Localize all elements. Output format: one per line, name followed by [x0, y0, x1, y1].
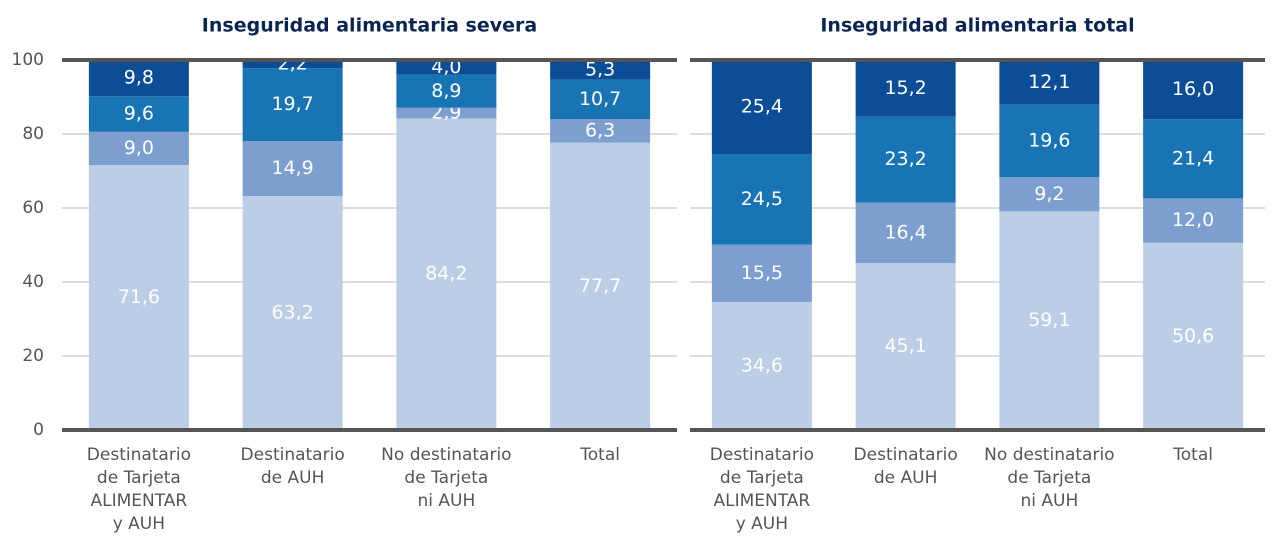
bar-segment [999, 104, 1100, 178]
bar-segment [1143, 198, 1244, 243]
bar-segment [88, 60, 189, 97]
x-tick-label: ni AUH [417, 491, 475, 511]
bar-segment [242, 196, 343, 430]
value-label: 19,7 [271, 93, 313, 115]
value-label: 9,6 [124, 103, 154, 125]
chart-title: Inseguridad alimentaria severa [202, 15, 537, 37]
y-tick-label: 40 [22, 272, 44, 292]
bar-segment [242, 141, 343, 197]
x-tick-label: Destinatario [87, 445, 191, 465]
bar-segment [88, 96, 189, 132]
value-label: 45,1 [884, 335, 926, 357]
y-tick-label: 0 [33, 420, 44, 440]
value-label: 63,2 [271, 302, 313, 324]
bar-segment [1143, 60, 1244, 120]
bar-segment [711, 244, 812, 302]
x-tick-label: No destinatario [984, 445, 1114, 465]
value-label: 14,9 [271, 157, 313, 179]
bar-segment [550, 79, 651, 120]
value-label: 10,7 [579, 88, 621, 110]
value-label: 8,9 [431, 80, 461, 102]
bar-segment [88, 131, 189, 166]
value-label: 15,5 [741, 262, 783, 284]
bar-segment [242, 60, 343, 69]
value-label: 12,0 [1172, 209, 1214, 231]
x-tick-label: No destinatario [381, 445, 511, 465]
value-label: 16,4 [884, 221, 926, 243]
value-label: 34,6 [741, 354, 783, 376]
value-label: 25,4 [741, 95, 783, 117]
bar-segment [1143, 242, 1244, 430]
value-label: 2,2 [278, 53, 308, 75]
y-tick-label: 20 [22, 346, 44, 366]
value-label: 9,0 [124, 137, 154, 159]
y-tick-label: 60 [22, 198, 44, 218]
value-label: 50,6 [1172, 325, 1214, 347]
bar-segment [396, 60, 497, 75]
x-tick-label: y AUH [113, 514, 165, 534]
value-label: 24,5 [741, 188, 783, 210]
bar-segment [550, 119, 651, 143]
x-tick-label: Destinatario [710, 445, 814, 465]
bar-segment [855, 116, 956, 203]
value-label: 21,4 [1172, 147, 1214, 169]
y-tick-label: 80 [22, 124, 44, 144]
x-tick-label: y AUH [736, 514, 788, 534]
bar-segment [999, 211, 1100, 430]
bar-segment [711, 301, 812, 430]
y-tick-label: 100 [12, 50, 44, 70]
x-tick-label: de AUH [261, 468, 325, 488]
x-tick-label: ALIMENTAR [714, 491, 811, 511]
value-label: 71,6 [118, 286, 160, 308]
bar-segment [396, 74, 497, 108]
x-tick-label: Destinatario [854, 445, 958, 465]
bar-segment [396, 107, 497, 119]
value-label: 12,1 [1028, 71, 1070, 93]
value-label: 19,6 [1028, 130, 1070, 152]
x-tick-label: de AUH [874, 468, 938, 488]
bar-segment [396, 118, 497, 431]
x-tick-label: ALIMENTAR [91, 491, 188, 511]
x-tick-label: de Tarjeta [1007, 468, 1091, 488]
value-label: 15,2 [884, 77, 926, 99]
bar-segment [711, 153, 812, 245]
bar-segment [999, 177, 1100, 212]
bar-segment [550, 142, 651, 430]
value-label: 5,3 [585, 58, 615, 80]
value-label: 59,1 [1028, 309, 1070, 331]
x-tick-label: de Tarjeta [720, 468, 804, 488]
value-label: 16,0 [1172, 78, 1214, 100]
value-label: 77,7 [579, 275, 621, 297]
value-label: 23,2 [884, 148, 926, 170]
bar-segment [1143, 119, 1244, 199]
bar-segment [855, 60, 956, 117]
chart-title: Inseguridad alimentaria total [820, 15, 1134, 37]
bar-segment [711, 60, 812, 154]
bar-segment [550, 60, 651, 80]
bar-segment [242, 68, 343, 142]
x-tick-label: ni AUH [1020, 491, 1078, 511]
bar-segment [999, 60, 1100, 105]
x-tick-label: Total [579, 445, 620, 465]
value-label: 84,2 [425, 263, 467, 285]
x-tick-label: de Tarjeta [97, 468, 181, 488]
bar-segment [88, 165, 189, 430]
value-label: 9,8 [124, 67, 154, 89]
x-tick-label: de Tarjeta [404, 468, 488, 488]
bar-segment [855, 202, 956, 264]
x-tick-label: Total [1172, 445, 1213, 465]
bar-segment [855, 263, 956, 430]
value-label: 6,3 [585, 119, 615, 141]
value-label: 9,2 [1034, 183, 1064, 205]
x-tick-label: Destinatario [241, 445, 345, 465]
